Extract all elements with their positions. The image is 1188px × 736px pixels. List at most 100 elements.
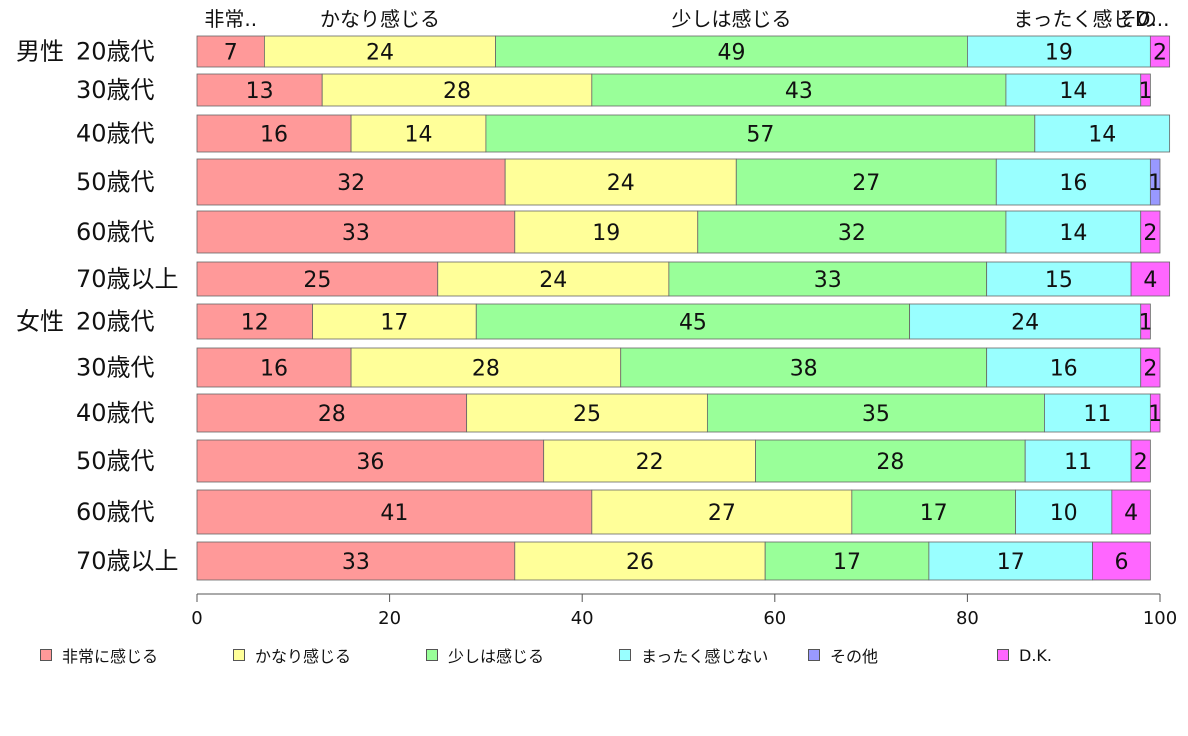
data-label: 14 xyxy=(1088,123,1116,148)
data-label: 25 xyxy=(573,402,601,427)
bar-segment xyxy=(1130,439,1151,483)
data-label: 28 xyxy=(443,79,471,104)
bar-segment xyxy=(1140,73,1151,107)
legend-swatch xyxy=(808,649,820,661)
data-label: 12 xyxy=(241,311,269,336)
data-label: 14 xyxy=(1059,79,1087,104)
legend-swatch xyxy=(619,649,631,661)
legend-label: かなり感じる xyxy=(255,647,352,666)
bar-segment xyxy=(196,541,516,581)
bar-segment xyxy=(1149,35,1171,68)
data-label: 49 xyxy=(717,41,745,66)
bar-segment xyxy=(196,35,265,68)
row-label: 60歳代 xyxy=(76,218,155,246)
row-label: 30歳代 xyxy=(76,76,155,104)
row-label: 20歳代 xyxy=(76,308,155,336)
bar-segment xyxy=(1140,303,1151,340)
data-label: 6 xyxy=(1114,550,1128,575)
data-label: 14 xyxy=(404,123,432,148)
data-label: 16 xyxy=(1059,171,1087,196)
data-label: 4 xyxy=(1124,501,1138,526)
data-label: 16 xyxy=(260,123,288,148)
data-label: 16 xyxy=(260,357,288,382)
bar-segment xyxy=(196,261,439,297)
top-category-label: 非常.. xyxy=(204,7,257,31)
row-label: 50歳代 xyxy=(76,168,155,196)
data-label: 38 xyxy=(790,357,818,382)
bar-segment xyxy=(755,439,1026,483)
bar-segment xyxy=(350,114,487,153)
x-tick-label: 0 xyxy=(191,608,202,629)
legend-label: その他 xyxy=(830,647,879,666)
top-category-label: まったく感じ xyxy=(1013,7,1132,31)
bar-segment xyxy=(851,489,1016,535)
legend-swatch xyxy=(426,649,438,661)
row-label: 40歳代 xyxy=(76,120,155,148)
data-label: 4 xyxy=(1143,268,1157,293)
data-label: 2 xyxy=(1153,41,1167,66)
bar-segment xyxy=(466,393,708,433)
data-label: 45 xyxy=(679,311,707,336)
legend-item: 非常に感じる xyxy=(40,640,158,670)
bar-segment xyxy=(764,541,930,581)
data-label: 13 xyxy=(246,79,274,104)
bar-segment xyxy=(668,261,988,297)
bar-segment xyxy=(1024,439,1132,483)
bar-segment xyxy=(196,489,593,535)
bar-segment xyxy=(1140,210,1161,254)
data-label: 27 xyxy=(708,501,736,526)
legend: 非常に感じる かなり感じる 少しは感じる まったく感じない その他 D.K. xyxy=(0,640,1188,670)
legend-item: その他 xyxy=(808,640,878,670)
data-label: 28 xyxy=(318,402,346,427)
legend-item: D.K. xyxy=(997,640,1052,670)
bar-segment xyxy=(485,114,1036,153)
row-label: 70歳以上 xyxy=(76,265,179,293)
legend-item: まったく感じない xyxy=(619,640,768,670)
data-label: 11 xyxy=(1083,402,1111,427)
data-label: 32 xyxy=(337,171,365,196)
bar-segment xyxy=(909,303,1142,340)
data-label: 35 xyxy=(862,402,890,427)
bar-segment xyxy=(697,210,1007,254)
top-category-label: かなり感じる xyxy=(320,7,440,31)
data-label: 43 xyxy=(785,79,813,104)
group-label: 男性 xyxy=(16,38,64,66)
data-label: 28 xyxy=(876,450,904,475)
data-label: 17 xyxy=(833,550,861,575)
legend-item: かなり感じる xyxy=(233,640,351,670)
bar-segment xyxy=(928,541,1093,581)
data-label: 17 xyxy=(920,501,948,526)
data-label: 24 xyxy=(366,41,394,66)
x-tick-label: 60 xyxy=(763,608,786,629)
data-label: 1 xyxy=(1139,311,1153,336)
bar-segment xyxy=(995,158,1151,206)
bar-segment xyxy=(1111,489,1151,535)
data-label: 22 xyxy=(636,450,664,475)
bar-segment xyxy=(312,303,477,340)
legend-label: 少しは感じる xyxy=(448,647,545,666)
top-category-label: その xyxy=(1117,7,1157,31)
bar-segment xyxy=(196,347,352,388)
bar-segment xyxy=(321,73,593,107)
bar-segment xyxy=(1034,114,1171,153)
data-label: 26 xyxy=(626,550,654,575)
data-label: 2 xyxy=(1143,221,1157,246)
data-label: 17 xyxy=(380,311,408,336)
bar-segment xyxy=(504,158,737,206)
data-label: 27 xyxy=(852,171,880,196)
group-label: 女性 xyxy=(16,308,64,336)
bar-segment xyxy=(543,439,756,483)
row-label: 20歳代 xyxy=(76,38,155,66)
legend-item: 少しは感じる xyxy=(426,640,544,670)
data-label: 33 xyxy=(342,221,370,246)
row-label: 60歳代 xyxy=(76,498,155,526)
bar-segment xyxy=(196,303,313,340)
legend-swatch xyxy=(40,649,52,661)
bar-segment xyxy=(1149,158,1161,206)
bar-segment xyxy=(196,393,468,433)
row-label: 40歳代 xyxy=(76,399,155,427)
data-label: 33 xyxy=(814,268,842,293)
bar-segment xyxy=(350,347,622,388)
legend-swatch xyxy=(997,649,1009,661)
